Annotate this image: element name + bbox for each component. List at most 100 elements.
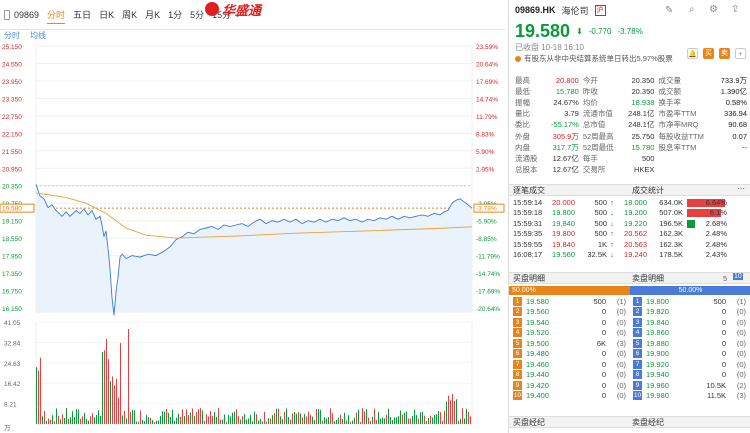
chevron-down-icon[interactable]: ⌄	[234, 10, 241, 19]
stat-price: 19.200	[624, 208, 647, 218]
trades-tab[interactable]: 逐笔成交	[513, 185, 545, 195]
orderbook-row[interactable]: 9 19.960 10.5K (2)	[633, 380, 746, 391]
tab-weekly-k[interactable]: 周K	[122, 10, 138, 20]
depth-10-toggle[interactable]: 10	[733, 273, 743, 280]
volume-bar	[308, 411, 309, 424]
orderbook-row[interactable]: 3 19.840 0 (0)	[633, 317, 746, 328]
volume-bar	[254, 411, 255, 424]
subbar-intraday[interactable]: 分时	[4, 31, 20, 40]
orderbook-row[interactable]: 10 19.980 11.5K (3)	[633, 391, 746, 402]
volume-bar	[170, 416, 171, 424]
tab-daily-k[interactable]: 日K	[99, 10, 115, 20]
quote-label: 流通市值	[582, 109, 613, 119]
quote-value: 15.780	[555, 87, 579, 97]
sell-detail-tab[interactable]: 卖盘明细	[632, 273, 664, 283]
sell-broker-tab[interactable]: 卖盘经纪	[632, 417, 664, 427]
orderbook-row[interactable]: 5 19.500 6K (3)	[513, 338, 626, 349]
orderbook-row[interactable]: 2 19.820 0 (0)	[633, 307, 746, 318]
level-index: 1	[513, 296, 522, 306]
orderbook-row[interactable]: 7 19.920 0 (0)	[633, 359, 746, 370]
volume-bar	[418, 418, 419, 424]
buy-detail-tab[interactable]: 买盘明细	[513, 273, 545, 283]
stat-volume: 162.3K	[659, 229, 683, 239]
tab-1min[interactable]: 1分	[168, 10, 183, 20]
volume-bar	[102, 351, 103, 424]
panel-icon[interactable]	[4, 9, 10, 20]
orderbook-row[interactable]: 4 19.860 0 (0)	[633, 328, 746, 339]
orderbook-row[interactable]: 3 19.540 0 (0)	[513, 317, 626, 328]
trade-time: 15:59:55	[513, 239, 543, 249]
volume-bar	[56, 408, 57, 424]
subbar-avgline[interactable]: 均线	[30, 31, 46, 40]
quote-label: 最高	[515, 76, 530, 86]
pct-axis-label: -5.90%	[476, 219, 497, 226]
volume-bar	[336, 419, 337, 424]
alert-icon[interactable]: 🔔	[687, 48, 698, 59]
tab-5min[interactable]: 5分	[190, 10, 205, 20]
stat-ratio: 2.48%	[705, 239, 727, 249]
orderbook-row[interactable]: 4 19.520 0 (0)	[513, 328, 626, 339]
chart-subbar: 分时 均线	[0, 30, 505, 42]
brand-logo: 华盛通	[205, 0, 261, 18]
volume-bar	[218, 408, 219, 424]
stats-tab[interactable]: 成交统计	[632, 185, 664, 195]
share-icon[interactable]: ⇪	[731, 4, 740, 15]
volume-bar	[258, 420, 259, 424]
stock-header: 09869.HK 海伦司 沪	[509, 0, 750, 20]
orderbook-row[interactable]: 6 19.480 0 (0)	[513, 349, 626, 360]
quote-label: 最低	[515, 87, 530, 97]
volume-bar	[380, 418, 381, 424]
quote-row: 振幅 24.67% 均价 18.938 换手率 0.58%	[513, 97, 749, 108]
pct-axis-label: 14.74%	[476, 96, 498, 103]
orderbook-row[interactable]: 7 19.460 0 (0)	[513, 359, 626, 370]
orderbook-row[interactable]: 8 19.440 0 (0)	[513, 370, 626, 381]
orderbook-row[interactable]: 1 19.800 500 (1)	[633, 296, 746, 307]
add-watch-button[interactable]: +	[735, 48, 746, 59]
edit-icon[interactable]: ✎	[665, 5, 674, 16]
settings-icon[interactable]: ⚙	[709, 4, 718, 15]
stat-ratio: 6.64%	[705, 197, 727, 207]
announcement-dot-icon	[515, 55, 521, 62]
tab-intraday[interactable]: 分时	[47, 6, 66, 24]
orderbook-row[interactable]: 6 19.900 0 (0)	[633, 349, 746, 360]
orderbook-row[interactable]: 10 19.400 0 (0)	[513, 391, 626, 402]
level-count: (0)	[616, 317, 626, 327]
pct-axis-label: 23.59%	[476, 44, 498, 51]
quote-value: 24.67%	[553, 98, 579, 108]
tab-5day[interactable]: 五日	[73, 10, 92, 20]
down-arrow-icon: ↓	[610, 250, 614, 260]
volume-bar	[320, 409, 321, 424]
level-count: (1)	[736, 296, 746, 306]
level-index: 8	[513, 370, 522, 380]
orderbook-row[interactable]: 9 19.420 0 (0)	[513, 380, 626, 391]
orderbook-row[interactable]: 8 19.940 0 (0)	[633, 370, 746, 381]
stat-ratio-bar	[687, 198, 725, 207]
volume-bar	[216, 416, 217, 424]
stat-ratio: 2.68%	[705, 218, 727, 228]
level-price: 19.840	[646, 317, 669, 327]
volume-bar	[152, 420, 153, 424]
level-volume: 11.5K	[706, 391, 726, 401]
pct-axis-label: 2.95%	[476, 166, 495, 173]
sell-button[interactable]: 卖	[719, 48, 730, 59]
orderbook-row[interactable]: 2 19.560 0 (0)	[513, 307, 626, 318]
level-price: 19.940	[646, 370, 669, 380]
down-arrow-icon: ↓	[610, 208, 614, 218]
trade-time: 15:59:31	[513, 218, 543, 228]
volume-bar	[408, 418, 409, 424]
volume-bar	[242, 416, 243, 424]
stat-ratio-cell: 2.43%	[683, 250, 727, 259]
announcement[interactable]: 有股东从非中央结算系统单日转出5.97%股票	[509, 53, 750, 64]
buy-button[interactable]: 买	[703, 48, 714, 59]
more-icon[interactable]: ⋯	[737, 184, 745, 193]
orderbook-row[interactable]: 5 19.880 0 (0)	[633, 338, 746, 349]
depth-5-toggle[interactable]: 5	[723, 274, 728, 283]
buy-broker-tab[interactable]: 买盘经纪	[513, 417, 545, 427]
volume-bar	[450, 400, 451, 424]
tab-15min[interactable]: 15分	[212, 10, 232, 20]
tab-monthly-k[interactable]: 月K	[145, 10, 161, 20]
level-count: (0)	[616, 370, 626, 380]
search-icon[interactable]: ⌕	[689, 4, 695, 15]
intraday-chart[interactable]: 25.150 24.550 23.950 23.350 22.750 22.150 21.5…	[0, 42, 505, 433]
orderbook-row[interactable]: 1 19.580 500 (1)	[513, 296, 626, 307]
